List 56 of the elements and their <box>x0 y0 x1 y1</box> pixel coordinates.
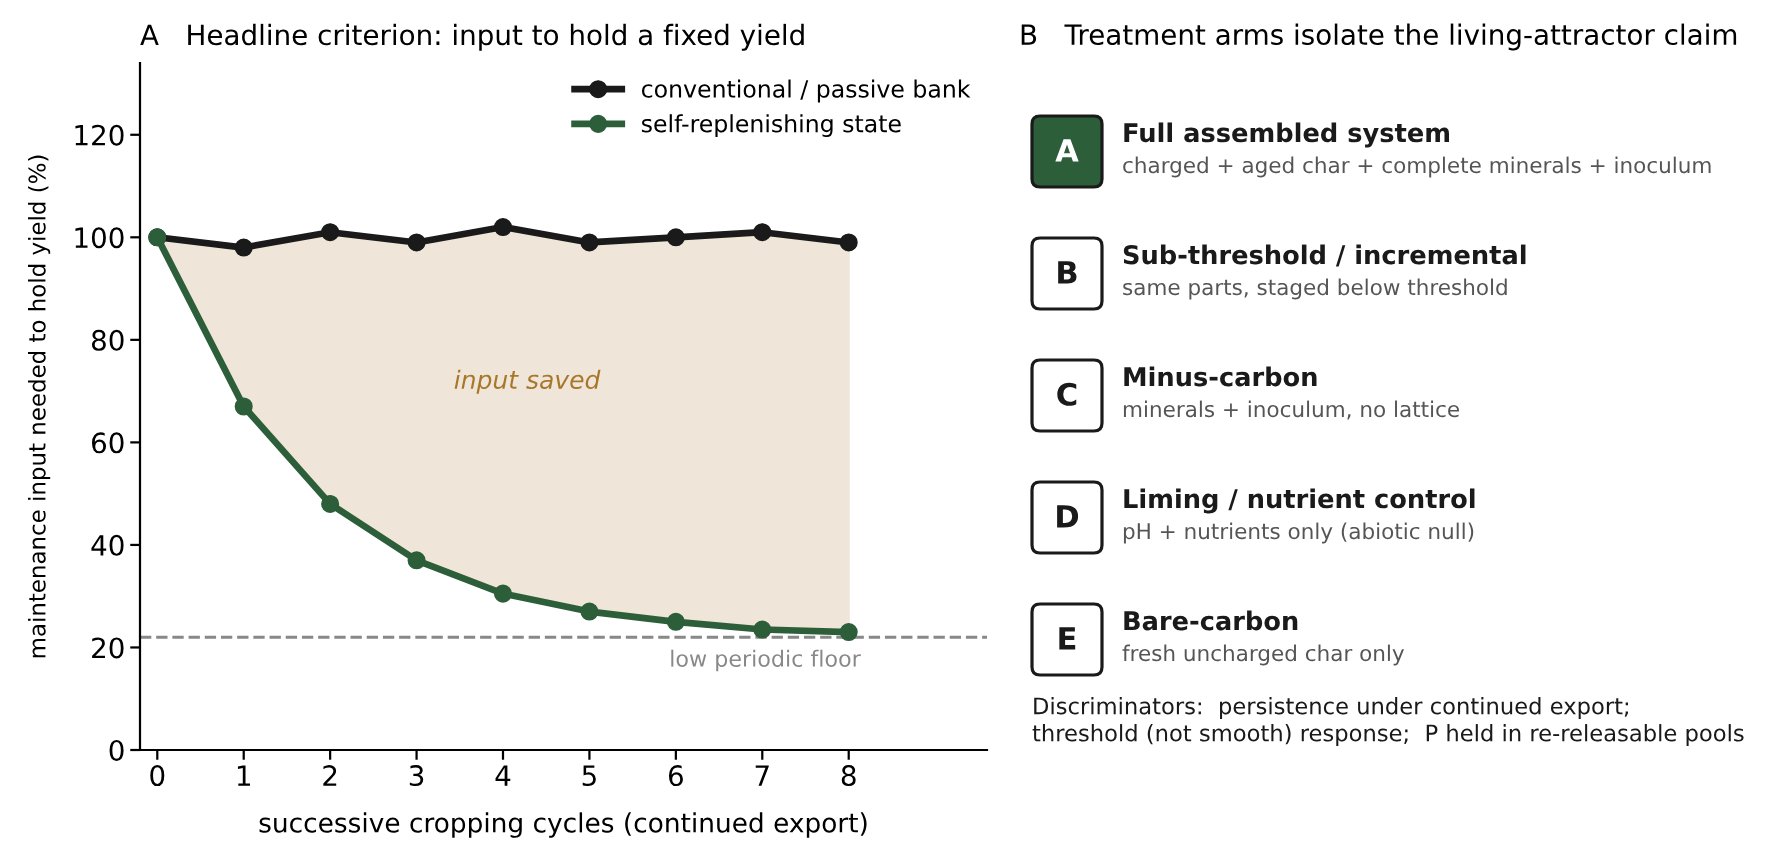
x-tick-label: 3 <box>409 765 424 787</box>
text: same parts, staged below threshold <box>1123 278 1507 300</box>
y-tick-label: 100 <box>75 227 124 249</box>
category-label: D <box>1057 505 1079 528</box>
category-label: B <box>1058 261 1077 284</box>
y-axis-title: maintenance input needed to hold yield (%) <box>27 155 51 658</box>
x-tick-label: 4 <box>495 765 511 786</box>
point <box>234 397 253 416</box>
point <box>234 238 253 257</box>
y-tick-label: 80 <box>91 329 124 351</box>
text: B Treatment arms isolate the living-attractor claim <box>1021 23 1737 51</box>
text: Discriminators: persistence under continued export; threshold (not smooth) response; P held in re-releasable pools <box>1032 697 1744 746</box>
chart-title: A Headline criterion: input to hold a fixed yield <box>140 23 804 51</box>
point <box>580 233 599 252</box>
point <box>839 623 858 642</box>
x-tick-label: 5 <box>582 765 596 787</box>
point <box>666 612 685 631</box>
y-tick-label: 20 <box>92 637 124 659</box>
text: Sub-threshold / incremental <box>1123 244 1526 267</box>
y-tick-label: 0 <box>109 739 124 761</box>
point <box>753 620 772 639</box>
x-tick-label: 1 <box>237 765 250 786</box>
text: Bare-carbon <box>1124 610 1298 631</box>
x-tick-label: 0 <box>150 765 165 787</box>
point <box>839 233 858 252</box>
point <box>493 584 513 603</box>
text: Liming / nutrient control <box>1124 488 1475 514</box>
text: minerals + inoculum, no lattice <box>1123 400 1459 420</box>
y-tick-label: 60 <box>92 432 124 454</box>
legend-label: self-replenishing state <box>641 114 901 138</box>
point <box>493 218 513 237</box>
annotation: input saved <box>454 369 601 394</box>
x-tick-label: 6 <box>668 765 683 787</box>
x-tick-label: 2 <box>323 765 337 786</box>
text: Minus-carbon <box>1124 366 1317 387</box>
category-label: E <box>1059 627 1076 650</box>
point <box>580 602 599 621</box>
y-tick-label: 40 <box>91 534 124 556</box>
category-label: C <box>1057 382 1077 406</box>
x-axis-title: successive cropping cycles (continued export) <box>259 812 867 838</box>
point <box>321 223 340 242</box>
ref-line-label: low periodic floor <box>671 649 861 672</box>
text: Full assembled system <box>1124 122 1449 148</box>
x-tick-label: 7 <box>755 765 769 786</box>
text: pH + nutrients only (abiotic null) <box>1123 522 1474 544</box>
x-tick-label: 8 <box>841 765 856 787</box>
legend-label: conventional / passive bank <box>641 79 971 103</box>
point <box>753 223 772 242</box>
text: fresh uncharged char only <box>1122 644 1405 666</box>
point <box>666 228 685 247</box>
point <box>407 551 426 570</box>
text: charged + aged char + complete minerals + inoculum <box>1123 156 1711 178</box>
point <box>407 233 426 252</box>
y-tick-label: 120 <box>75 124 124 146</box>
point <box>321 494 340 513</box>
category-label: A <box>1055 139 1079 162</box>
